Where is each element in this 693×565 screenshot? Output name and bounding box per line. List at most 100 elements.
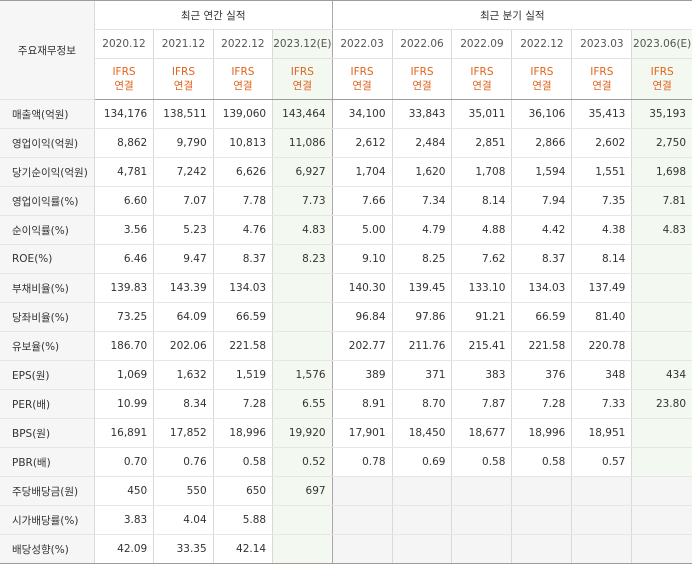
value-cell: 7,242: [153, 157, 214, 187]
value-cell: 33.35: [153, 534, 214, 564]
table-row: 부채비율(%) 139.83 143.39 134.03 140.30 139.45 133…: [0, 273, 692, 303]
value-cell: 134.03: [511, 273, 572, 303]
value-cell: [511, 534, 572, 564]
value-cell: 4.04: [153, 505, 214, 535]
table-row: 주당배당금(원) 450 550 650 697: [0, 476, 692, 506]
value-cell: 9.47: [153, 244, 214, 274]
value-cell: [571, 476, 632, 506]
value-cell: [451, 505, 512, 535]
value-cell: 7.87: [451, 389, 512, 419]
value-cell: [272, 302, 333, 332]
table-row: PER(배) 10.99 8.34 7.28 6.55 8.91 8.70 7.87 7.28 7…: [0, 389, 692, 419]
table-row: 순이익률(%) 3.56 5.23 4.76 4.83 5.00 4.79 4.88 4.42 4…: [0, 215, 692, 245]
value-cell: [631, 273, 692, 303]
value-cell: 18,951: [571, 418, 632, 448]
value-cell: 348: [571, 360, 632, 390]
value-cell: 0.70: [93, 447, 154, 477]
value-cell: 9,790: [153, 128, 214, 158]
value-cell: 1,704: [331, 157, 393, 187]
value-cell: 7.66: [331, 186, 393, 216]
value-cell: 4.38: [571, 215, 632, 245]
value-cell: 4,781: [93, 157, 154, 187]
row-label: 부채비율(%): [0, 273, 95, 303]
value-cell: 9.10: [331, 244, 393, 274]
accounting-standard-row: IFRS 연결 IFRS 연결 IFRS 연결 IFRS 연결 IFRS 연결 IFRS 연결 IFRS…: [0, 58, 692, 100]
period-header: 2023.06(E): [631, 29, 692, 59]
value-cell: 4.42: [511, 215, 572, 245]
row-label: 주당배당금(원): [0, 476, 95, 506]
value-cell: 450: [93, 476, 154, 506]
value-cell: 134,176: [93, 99, 154, 129]
value-cell: [331, 505, 393, 535]
value-cell: 42.14: [212, 534, 273, 564]
value-cell: 34,100: [331, 99, 393, 129]
value-cell: [571, 505, 632, 535]
value-cell: [391, 505, 452, 535]
value-cell: 0.58: [212, 447, 273, 477]
value-cell: 7.73: [272, 186, 333, 216]
value-cell: 42.09: [93, 534, 154, 564]
value-cell: 8.25: [391, 244, 452, 274]
value-cell: 1,632: [153, 360, 214, 390]
consolidated-label: 연결: [592, 80, 612, 92]
value-cell: 5.00: [331, 215, 393, 245]
value-cell: 140.30: [331, 273, 393, 303]
value-cell: 18,677: [451, 418, 512, 448]
value-cell: 1,069: [93, 360, 154, 390]
value-cell: 221.58: [511, 331, 572, 361]
period-header: 2023.12(E): [272, 29, 333, 59]
value-cell: 66.59: [212, 302, 273, 332]
value-cell: [631, 331, 692, 361]
ifrs-label: IFRS: [171, 66, 195, 78]
table-row: ROE(%) 6.46 9.47 8.37 8.23 9.10 8.25 7.62 8.37 8.…: [0, 244, 692, 274]
value-cell: [511, 476, 572, 506]
value-cell: [272, 534, 333, 564]
value-cell: [631, 244, 692, 274]
value-cell: 143,464: [272, 99, 333, 129]
value-cell: 8.37: [511, 244, 572, 274]
row-label: BPS(원): [0, 418, 95, 448]
value-cell: 81.40: [571, 302, 632, 332]
table-row: 당좌비율(%) 73.25 64.09 66.59 96.84 97.86 91.21 66.…: [0, 302, 692, 332]
value-cell: 202.77: [331, 331, 393, 361]
value-cell: 0.52: [272, 447, 333, 477]
value-cell: [451, 476, 512, 506]
table-row: 영업이익(억원) 8,862 9,790 10,813 11,086 2,612 2,484…: [0, 128, 692, 158]
value-cell: [272, 273, 333, 303]
value-cell: 6.46: [93, 244, 154, 274]
value-cell: 0.58: [511, 447, 572, 477]
value-cell: [451, 534, 512, 564]
value-cell: 137.49: [571, 273, 632, 303]
ifrs-label: IFRS: [470, 66, 494, 78]
value-cell: 371: [391, 360, 452, 390]
value-cell: 2,484: [391, 128, 452, 158]
period-header: 2022.03: [331, 29, 393, 59]
value-cell: 697: [272, 476, 333, 506]
value-cell: 133.10: [451, 273, 512, 303]
table-row: BPS(원) 16,891 17,852 18,996 19,920 17,901 18,4…: [0, 418, 692, 448]
value-cell: 0.57: [571, 447, 632, 477]
value-cell: 3.56: [93, 215, 154, 245]
value-cell: 2,750: [631, 128, 692, 158]
value-cell: 18,996: [212, 418, 273, 448]
quarterly-group-header: 최근 분기 실적: [331, 0, 692, 30]
row-label: EPS(원): [0, 360, 95, 390]
value-cell: 202.06: [153, 331, 214, 361]
row-label: 당기순이익(억원): [0, 157, 95, 187]
table-row: EPS(원) 1,069 1,632 1,519 1,576 389 371 383 376 34…: [0, 360, 692, 390]
value-cell: 18,996: [511, 418, 572, 448]
value-cell: 7.35: [571, 186, 632, 216]
corner-label: 주요재무정보: [0, 0, 95, 100]
value-cell: 6,626: [212, 157, 273, 187]
value-cell: 8.23: [272, 244, 333, 274]
value-cell: 36,106: [511, 99, 572, 129]
value-cell: 1,698: [631, 157, 692, 187]
value-cell: 23.80: [631, 389, 692, 419]
period-header: 2022.09: [451, 29, 512, 59]
period-header: 2023.03: [571, 29, 632, 59]
value-cell: 7.28: [511, 389, 572, 419]
value-cell: 0.78: [331, 447, 393, 477]
consolidated-label: 연결: [173, 80, 194, 92]
value-cell: 1,519: [212, 360, 273, 390]
accounting-standard-cell: IFRS 연결: [153, 58, 214, 100]
